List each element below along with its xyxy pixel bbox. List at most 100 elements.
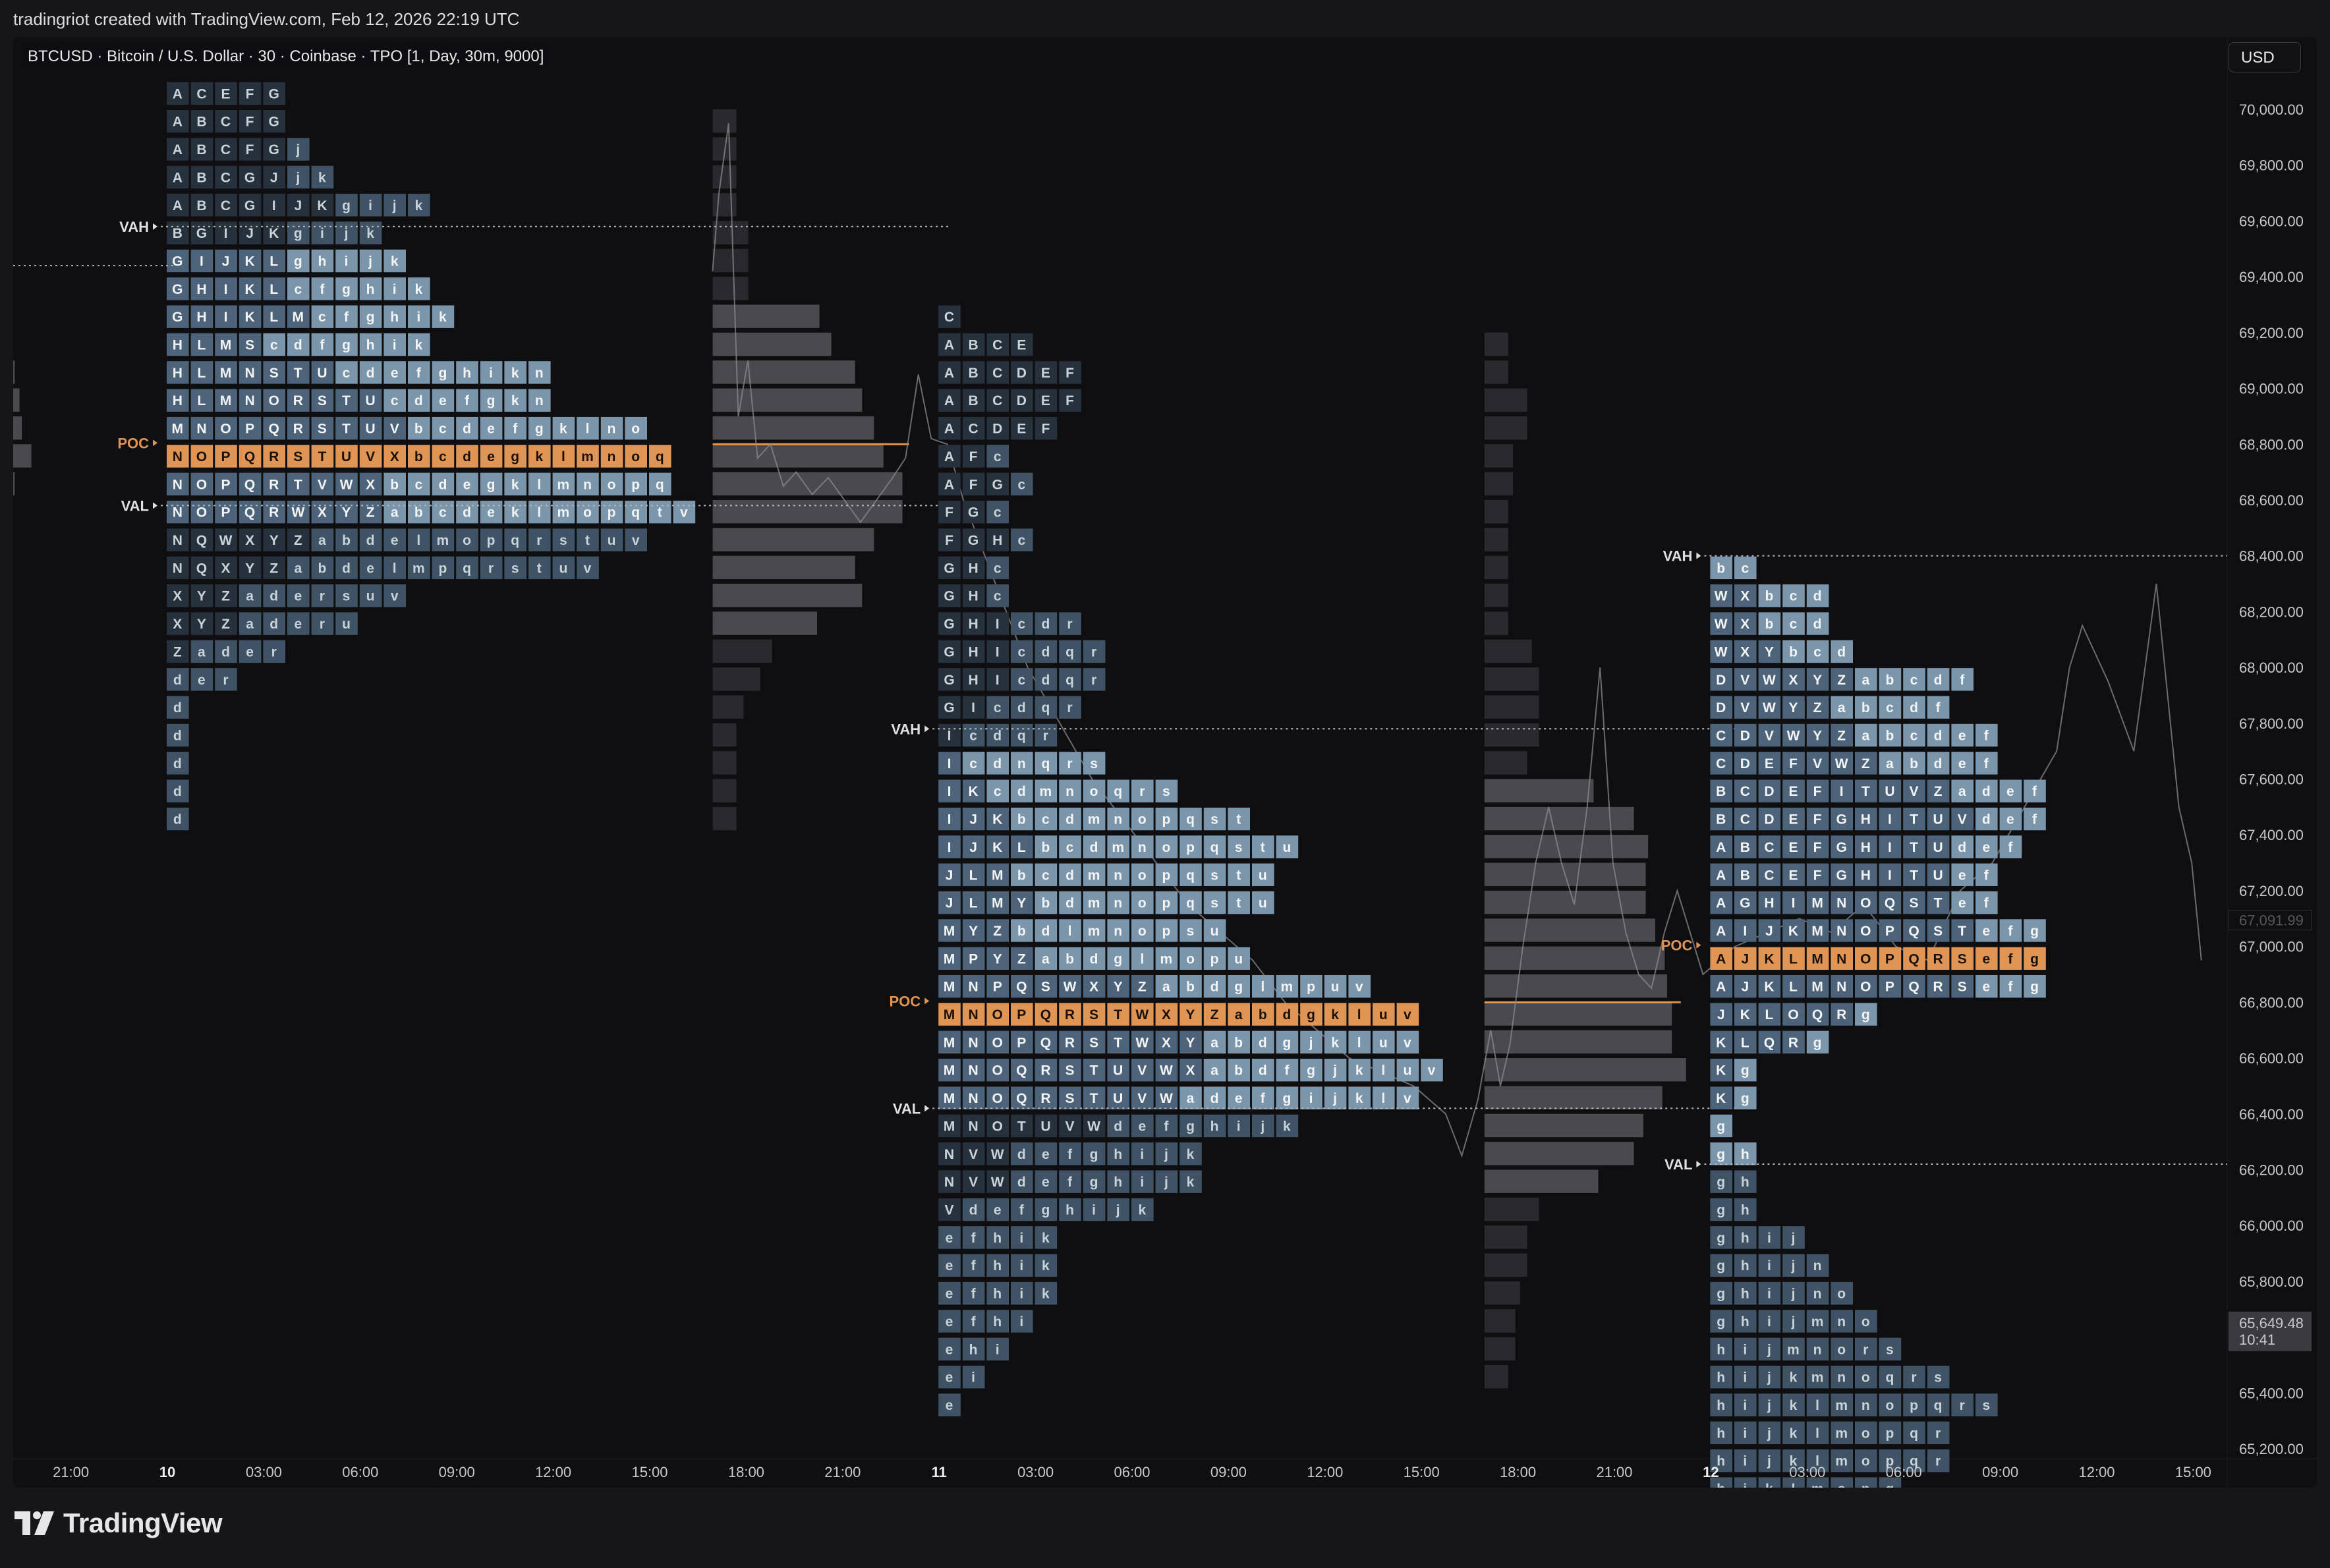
tpo-letter: Z [1837, 673, 1846, 688]
tpo-letter: S [1041, 980, 1050, 995]
tpo-letter: f [344, 310, 349, 325]
tpo-letter: u [1379, 1007, 1388, 1022]
tpo-letter: Z [1017, 951, 1026, 966]
tpo-letter: b [1885, 728, 1894, 743]
tpo-letter: C [221, 142, 231, 157]
tpo-cell [1107, 1059, 1129, 1082]
tpo-cell [1396, 1059, 1419, 1082]
tpo-cell [1059, 361, 1081, 384]
tpo-letter: i [1019, 1258, 1023, 1274]
tpo-cell [986, 1003, 1009, 1026]
tpo-cell [287, 249, 310, 273]
tpo-letter: S [318, 422, 327, 437]
tpo-letter: V [390, 422, 399, 437]
tpo-letter: d [463, 505, 471, 520]
tpo-letter: Y [1813, 673, 1822, 688]
tpo-letter: Q [196, 533, 207, 548]
tpo-cell [1373, 1059, 1395, 1082]
tpo-cell [215, 82, 237, 105]
tpo-cell [625, 416, 647, 440]
tpo-cell [239, 640, 262, 663]
tpo-letter: V [1740, 700, 1749, 715]
tpo-letter: T [1114, 1035, 1122, 1050]
tpo-letter: k [318, 170, 326, 185]
tpo-cell [215, 416, 237, 440]
tpo-cell [1011, 528, 1033, 551]
tpo-cell [1035, 389, 1058, 412]
symbol-legend[interactable]: BTCUSD · Bitcoin / U.S. Dollar · 30 · Co… [24, 46, 548, 67]
tpo-cell [1035, 612, 1058, 635]
tpo-letter: I [996, 617, 1000, 632]
tpo-cell [359, 389, 382, 412]
histogram-bar [712, 779, 737, 802]
tpo-letter: R [1040, 1091, 1050, 1106]
tpo-letter: o [631, 422, 640, 437]
tpo-cell [1011, 472, 1033, 496]
tpo-letter: f [320, 338, 325, 353]
tpo-letter: j [1309, 1035, 1313, 1050]
tpo-letter: c [994, 561, 1002, 576]
tpo-letter: q [1066, 673, 1074, 688]
tpo-letter: d [463, 449, 471, 464]
tpo-letter: j [1116, 1203, 1120, 1218]
tpo-letter: V [1765, 728, 1774, 743]
tpo-letter: K [245, 254, 255, 269]
tpo-letter: R [269, 477, 279, 492]
tpo-letter: P [1885, 951, 1894, 966]
histogram-bar [712, 109, 737, 133]
tpo-cell [480, 500, 503, 524]
tpo-letter: C [992, 366, 1002, 381]
tpo-cell [938, 640, 961, 663]
tpo-cell [359, 556, 382, 580]
tpo-letter: L [270, 282, 278, 297]
tpo-letter: Z [1837, 728, 1846, 743]
tpo-letter: f [971, 1258, 977, 1274]
tpo-cell [1300, 974, 1322, 998]
tpo-cell [986, 1142, 1009, 1165]
tpo-cell [1155, 1030, 1178, 1054]
tpo-letter: D [992, 422, 1002, 437]
tpo-letter: q [1885, 1370, 1894, 1386]
tpo-letter: m [1787, 1342, 1800, 1357]
tpo-letter: u [342, 617, 351, 632]
tpo-letter: X [1162, 1007, 1171, 1022]
price-tick-label: 69,200.00 [2239, 325, 2304, 341]
tpo-cell [1011, 1030, 1033, 1054]
tpo-letter: c [969, 728, 977, 743]
tpo-letter: C [221, 198, 231, 213]
tpo-letter: H [969, 561, 979, 576]
time-tick-label: 03:00 [246, 1464, 282, 1480]
tpo-cell [986, 863, 1009, 886]
tpo-cell [239, 612, 262, 635]
tpo-cell [1252, 1030, 1274, 1054]
tpo-letter: a [246, 589, 254, 604]
tpo-cell [938, 612, 961, 635]
tpo-cell [1252, 1059, 1274, 1082]
tpo-letter: K [992, 840, 1002, 855]
tpo-letter: J [1717, 1007, 1725, 1022]
tpo-letter: i [1092, 1203, 1096, 1218]
histogram-bar [1484, 1142, 1634, 1165]
tpo-cell [552, 445, 575, 468]
tpo-letter: T [1910, 812, 1918, 827]
tpo-letter: R [293, 422, 303, 437]
tpo-letter: b [1017, 868, 1026, 883]
tpo-letter: k [1187, 1147, 1195, 1162]
tpo-letter: N [1836, 924, 1846, 939]
tpo-cell [215, 277, 237, 300]
tpo-letter: p [1885, 1426, 1894, 1441]
tradingview-logo[interactable]: TradingView [14, 1507, 223, 1539]
tpo-letter: R [293, 393, 303, 408]
currency-button[interactable]: USD [2229, 42, 2301, 72]
tpo-cell [504, 416, 526, 440]
tpo-letter: o [1837, 1342, 1846, 1357]
poc-label: POC [1661, 938, 1693, 954]
tpo-cell [1083, 1086, 1106, 1109]
histogram-bar [712, 806, 737, 831]
tpo-cell [986, 1059, 1009, 1082]
tpo-letter: o [463, 533, 471, 548]
tpo-cell [1300, 1059, 1322, 1082]
tpo-letter: W [1835, 756, 1848, 771]
